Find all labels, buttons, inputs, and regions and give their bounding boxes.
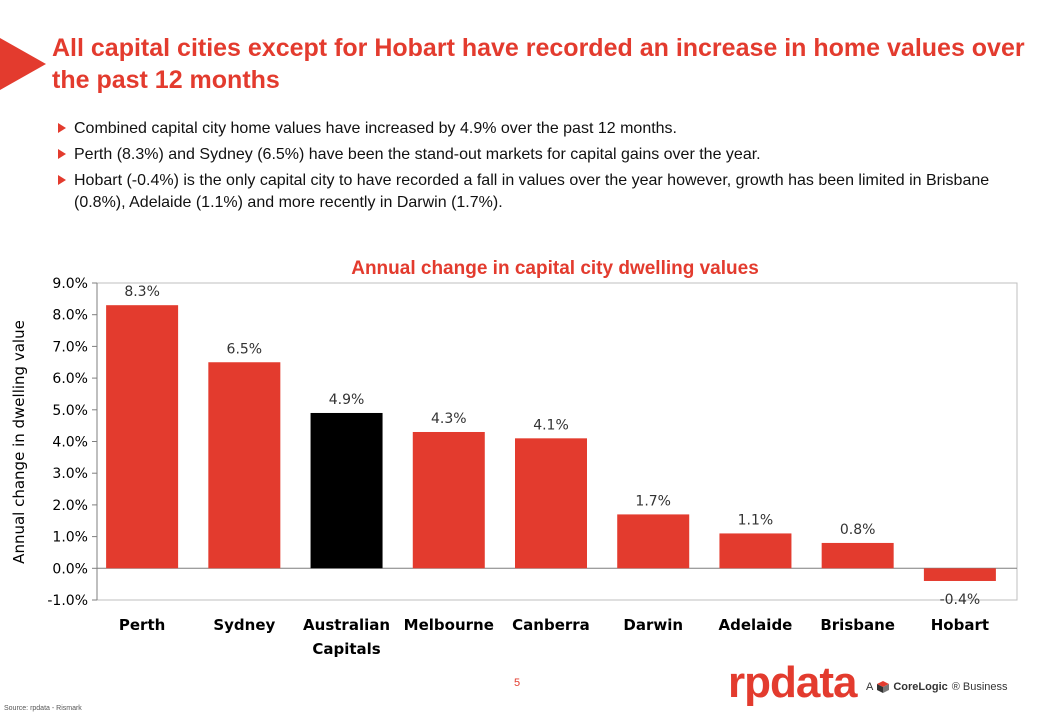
- data-label: 4.1%: [533, 417, 569, 433]
- data-label: -0.4%: [940, 592, 981, 608]
- category-label: Perth: [119, 616, 165, 634]
- tagline-rest: ® Business: [951, 681, 1008, 693]
- bar: [719, 533, 792, 569]
- bar: [821, 542, 894, 569]
- y-tick-label: 3.0%: [52, 466, 88, 482]
- bullet-text: Combined capital city home values have i…: [74, 120, 677, 137]
- category-label: Brisbane: [820, 616, 895, 634]
- y-tick-label: -1.0%: [47, 593, 88, 609]
- y-tick-label: 4.0%: [52, 435, 88, 451]
- category-label: Canberra: [512, 616, 590, 634]
- slide-title: All capital cities except for Hobart hav…: [52, 34, 1025, 94]
- data-label: 4.9%: [329, 392, 365, 408]
- title-arrow-icon: [0, 38, 46, 90]
- y-tick-label: 6.0%: [52, 371, 88, 387]
- bar: [310, 412, 383, 569]
- bullet-item: Perth (8.3%) and Sydney (6.5%) have been…: [58, 144, 1028, 166]
- data-label: 6.5%: [227, 341, 263, 357]
- y-tick-label: 7.0%: [52, 339, 88, 355]
- bullet-triangle-icon: [58, 123, 66, 133]
- page-number: 5: [514, 677, 521, 689]
- bar: [923, 568, 996, 581]
- category-label: Melbourne: [404, 616, 494, 634]
- bar: [412, 431, 485, 569]
- y-tick-label: 8.0%: [52, 308, 88, 324]
- y-tick-label: 2.0%: [52, 498, 88, 514]
- plot-area: -1.0% 0.0% 1.0% 2.0% 3.0% 4.0% 5.0% 6.0% 7.0% 8.0…: [47, 276, 1018, 658]
- chart-title: Annual change in capital city dwelling v…: [351, 258, 759, 279]
- category-label: Australian Capitals: [303, 616, 390, 658]
- bullet-triangle-icon: [58, 175, 66, 185]
- bullet-triangle-icon: [58, 149, 66, 159]
- y-tick-label: 0.0%: [52, 561, 88, 577]
- bullet-text: Hobart (-0.4%) is the only capital city …: [74, 172, 990, 211]
- tagline-a: A: [866, 681, 874, 693]
- data-label: 4.3%: [431, 411, 467, 427]
- y-tick-label: 9.0%: [52, 276, 88, 292]
- y-tick-label: 5.0%: [52, 403, 88, 419]
- bar: [515, 438, 587, 569]
- data-label: 1.1%: [738, 512, 774, 528]
- tagline-brand: CoreLogic: [893, 681, 948, 693]
- category-label: Hobart: [931, 616, 989, 634]
- y-tick-label: 1.0%: [52, 530, 88, 546]
- bullet-text: Perth (8.3%) and Sydney (6.5%) have been…: [74, 146, 761, 163]
- corelogic-tagline: A CoreLogic ® Business: [866, 681, 1008, 693]
- bar-chart: Annual change in capital city dwelling v…: [10, 258, 1018, 658]
- bar: [208, 362, 281, 569]
- category-label: Sydney: [213, 616, 275, 634]
- bar: [617, 514, 690, 569]
- data-label: 0.8%: [840, 522, 876, 538]
- corelogic-cube-icon: [877, 681, 890, 693]
- data-label: 1.7%: [635, 493, 671, 509]
- bullet-item: Combined capital city home values have i…: [58, 118, 1028, 140]
- bullet-list: Combined capital city home values have i…: [58, 118, 1028, 218]
- bar: [106, 305, 179, 569]
- category-label: Adelaide: [719, 616, 793, 634]
- bullet-item: Hobart (-0.4%) is the only capital city …: [58, 170, 1028, 214]
- source-note: Source: rpdata - Rismark: [4, 705, 82, 712]
- category-label: Darwin: [623, 616, 683, 634]
- rpdata-logo: rpdata: [728, 658, 857, 707]
- y-axis-label: Annual change in dwelling value: [10, 320, 28, 564]
- data-label: 8.3%: [124, 284, 160, 300]
